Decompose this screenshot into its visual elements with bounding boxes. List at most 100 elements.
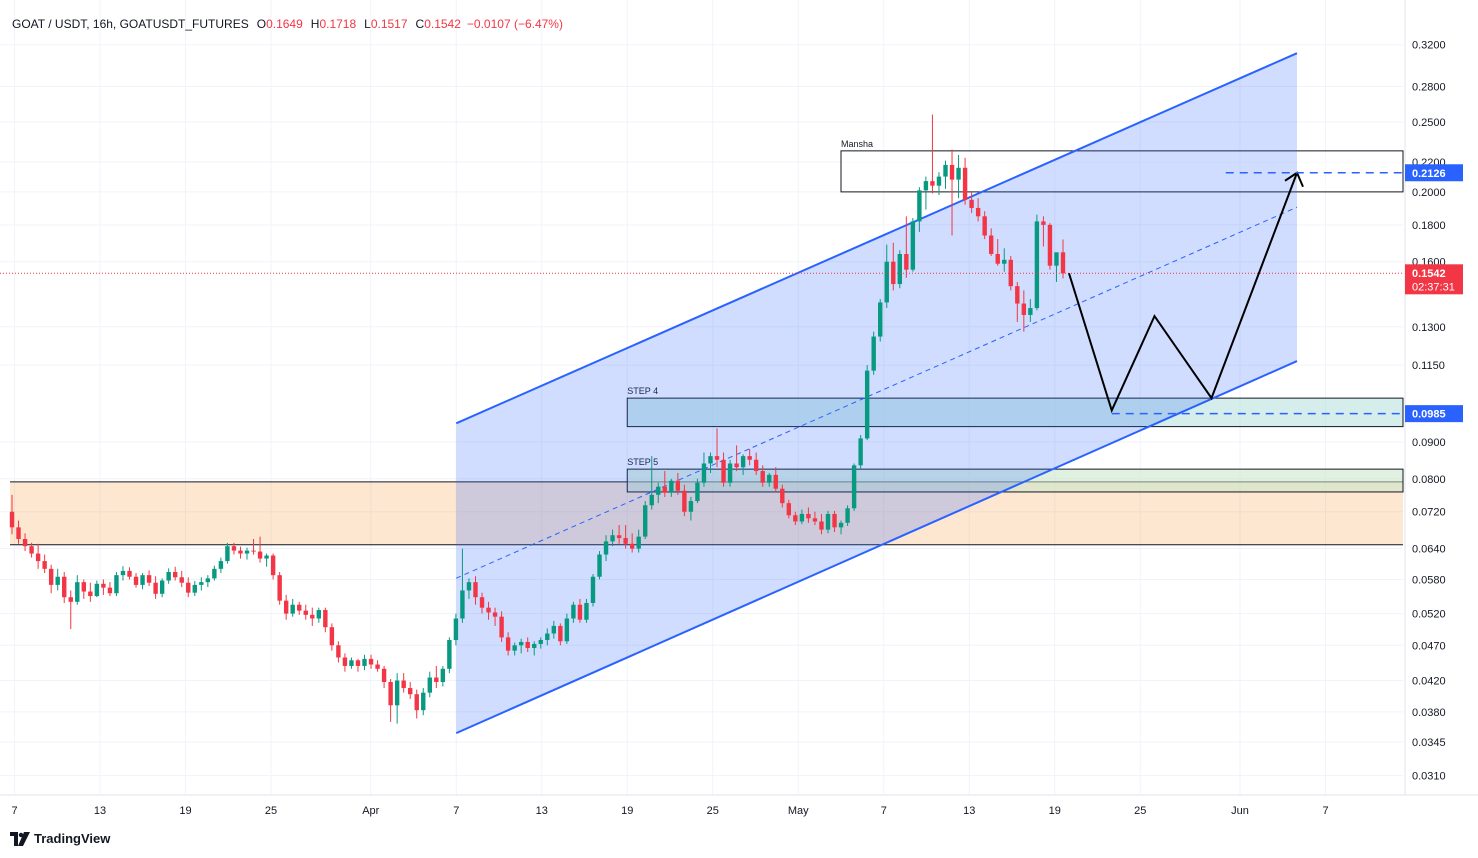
price-tick-label: 0.1800: [1412, 220, 1446, 232]
time-tick-label: 13: [94, 805, 106, 817]
candle-body: [270, 555, 276, 576]
candle-body: [29, 546, 34, 554]
candle-body: [512, 645, 517, 651]
candle-body: [1015, 286, 1020, 304]
candle-body: [186, 582, 191, 593]
candle-body: [218, 561, 224, 569]
candle-body: [753, 459, 759, 472]
time-tick-label: 19: [1049, 805, 1061, 817]
open-value: 0.1649: [266, 17, 303, 31]
bar-countdown: 02:37:31: [1412, 281, 1455, 293]
candle-body: [316, 610, 322, 619]
candle-body: [740, 456, 746, 468]
high-label: H: [310, 17, 320, 31]
candle-body: [864, 370, 870, 439]
candle-body: [1054, 252, 1059, 266]
candle-body: [408, 688, 413, 695]
price-tick-label: 0.0720: [1412, 507, 1446, 519]
symbol-title[interactable]: GOAT / USDT, 16h, GOATUSDT_FUTURES: [12, 17, 249, 31]
candle-body: [453, 618, 459, 641]
candle-body: [714, 456, 720, 460]
projection-drawings[interactable]: [0, 171, 1403, 415]
candle-body: [603, 541, 609, 555]
candle-body: [956, 167, 961, 180]
price-label-tag: [1405, 405, 1463, 423]
candle-body: [336, 645, 341, 658]
candle-body: [832, 513, 837, 528]
candle-body: [166, 571, 171, 581]
candle-body: [949, 164, 955, 180]
tradingview-logo-icon: [10, 831, 30, 846]
candle-body: [773, 474, 778, 489]
candle-body: [466, 582, 472, 591]
candle-body: [590, 576, 596, 603]
candle-body: [120, 570, 126, 576]
candle-body: [747, 456, 752, 460]
candle-body: [251, 550, 256, 552]
candle-body: [884, 261, 889, 303]
candle-body: [1028, 308, 1033, 315]
price-tick-label: 0.0520: [1412, 609, 1446, 621]
candle-body: [35, 553, 41, 562]
candle-body: [264, 555, 269, 559]
price-tick-label: 0.3200: [1412, 40, 1446, 52]
candle-body: [610, 535, 615, 542]
candle-body: [310, 614, 315, 619]
candle-body: [858, 438, 863, 466]
price-axis[interactable]: 0.32000.28000.25000.22000.20000.18000.16…: [1404, 0, 1446, 795]
candle-body: [355, 660, 361, 666]
price-tick-label: 0.0380: [1412, 707, 1446, 719]
candle-body: [806, 513, 811, 519]
time-tick-label: May: [788, 805, 809, 817]
candle-body: [675, 480, 681, 491]
candle-body: [577, 604, 583, 620]
time-tick-label: 19: [179, 805, 191, 817]
candle-body: [812, 518, 818, 522]
candle-body: [767, 474, 772, 483]
candle-body: [897, 254, 903, 285]
high-value: 0.1718: [319, 17, 357, 31]
candle-body: [421, 692, 426, 711]
candle-body: [597, 554, 602, 577]
candle-body: [303, 610, 308, 615]
time-axis[interactable]: 7 13 19 25 Apr 7 13 19 25 May 7 13 19 25 Jun 7: [0, 794, 1478, 817]
candle-body: [297, 604, 302, 611]
zone-label: STEP 5: [627, 457, 658, 467]
candle-body: [48, 568, 54, 585]
tradingview-brand[interactable]: TradingView: [10, 831, 110, 846]
candle-body: [486, 607, 491, 613]
candle-body: [127, 570, 132, 577]
candle-body: [636, 536, 641, 549]
candle-body: [368, 658, 374, 665]
projection-path: [1068, 172, 1298, 414]
time-tick-label: Apr: [362, 805, 379, 817]
candle-body: [225, 546, 230, 562]
candle-body: [571, 604, 576, 619]
price-tick-label: 0.0580: [1412, 574, 1446, 586]
price-label-tag: [1405, 164, 1463, 182]
candle-body: [199, 582, 204, 585]
candle-body: [982, 216, 987, 236]
candle-body: [545, 633, 550, 641]
candle-body: [16, 527, 21, 539]
candle-body: [394, 680, 400, 706]
candle-body: [936, 176, 942, 186]
candle-body: [283, 600, 289, 614]
channel-lower-line: [455, 360, 1298, 735]
candle-body: [962, 167, 968, 200]
candle-body: [721, 459, 726, 483]
candle-body: [1008, 259, 1013, 287]
ascending-channel[interactable]: [455, 52, 1298, 735]
zone-box: [626, 468, 1404, 493]
candle-body: [62, 576, 67, 598]
price-tick-label: 0.0420: [1412, 675, 1446, 687]
candle-body: [362, 658, 367, 666]
candle-body: [107, 587, 113, 594]
candle-body: [584, 602, 589, 620]
candle-body: [349, 660, 354, 666]
time-tick-label: 7: [1322, 805, 1328, 817]
candle-body: [825, 513, 831, 530]
time-tick-label: 25: [707, 805, 719, 817]
price-tick-label: 0.1150: [1412, 360, 1445, 372]
